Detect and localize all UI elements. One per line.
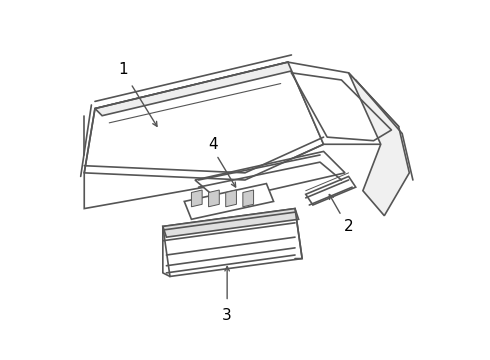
Polygon shape [226, 190, 237, 207]
Text: 1: 1 [119, 62, 128, 77]
Polygon shape [163, 208, 298, 237]
Polygon shape [163, 208, 302, 276]
Polygon shape [209, 190, 220, 207]
Polygon shape [243, 190, 253, 207]
Polygon shape [306, 176, 356, 205]
Polygon shape [195, 152, 345, 202]
Polygon shape [192, 190, 202, 207]
Polygon shape [84, 62, 323, 208]
Polygon shape [184, 184, 273, 219]
Text: 3: 3 [222, 308, 232, 323]
Polygon shape [348, 73, 409, 216]
Text: 4: 4 [208, 137, 218, 152]
Polygon shape [95, 62, 298, 116]
Text: 2: 2 [344, 219, 353, 234]
Polygon shape [288, 62, 398, 144]
